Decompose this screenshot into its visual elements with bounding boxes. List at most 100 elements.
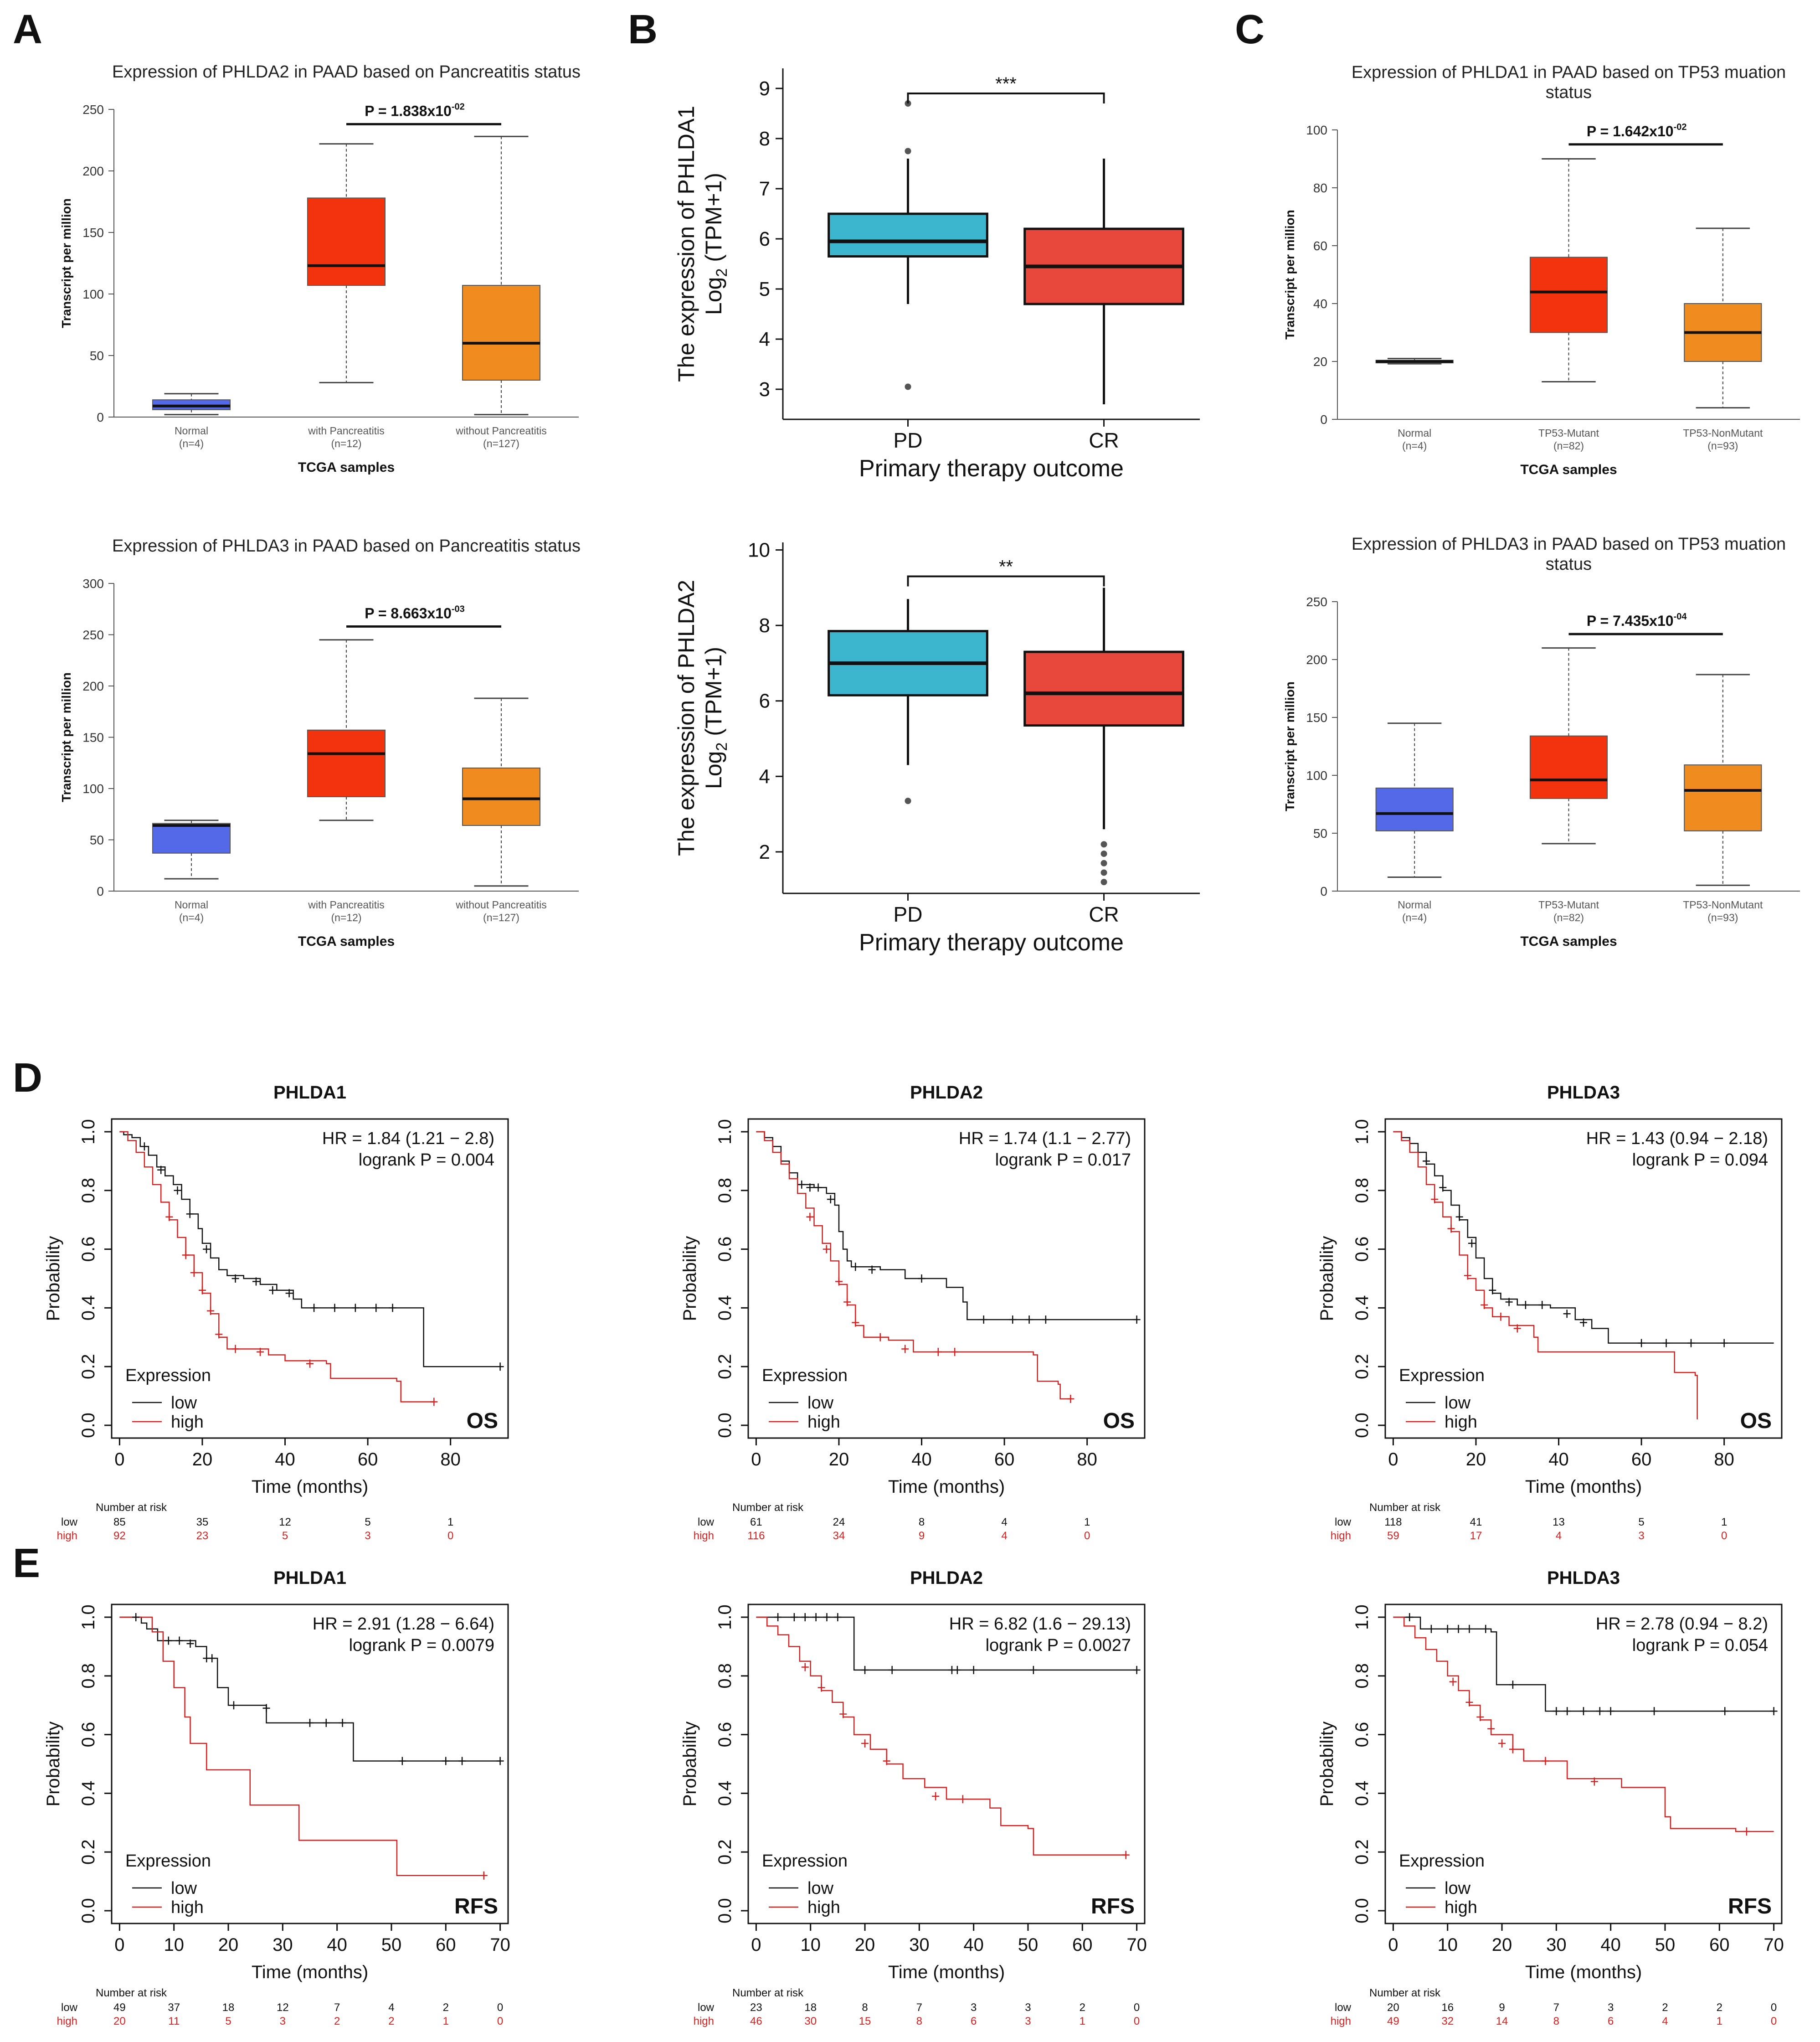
risk-count-high: 30 xyxy=(804,2015,817,2027)
censor-mark-low xyxy=(806,1183,814,1192)
censor-mark-low xyxy=(790,1613,798,1621)
pvalue-label: P = 7.435x10-04 xyxy=(1587,612,1687,629)
risk-count-high: 4 xyxy=(1556,1530,1562,1542)
censor-mark-low xyxy=(231,1274,239,1283)
risk-table-title: Number at risk xyxy=(732,1501,804,1514)
y-tick-label: 200 xyxy=(82,679,104,693)
risk-row-label-low: low xyxy=(61,1516,78,1528)
endpoint-label: OS xyxy=(1103,1409,1135,1433)
censor-mark-low xyxy=(140,1142,148,1151)
censor-mark-high xyxy=(215,1330,223,1339)
censor-mark-high xyxy=(839,1710,847,1718)
risk-count-high: 34 xyxy=(833,1530,845,1542)
x-tick-count: (n=4) xyxy=(179,912,204,923)
box-normal xyxy=(1375,787,1454,831)
logrank-p: logrank P = 0.0027 xyxy=(986,1636,1131,1655)
x-tick-count: (n=127) xyxy=(483,438,519,449)
x-tick-label: 60 xyxy=(436,1935,456,1955)
risk-count-high: 3 xyxy=(1638,1530,1644,1542)
legend-title: Expression xyxy=(762,1851,848,1871)
curve-high xyxy=(756,1616,1126,1856)
censor-mark-high xyxy=(817,1683,825,1692)
y-axis-label-unit: Log2 (TPM+1) xyxy=(701,173,730,315)
risk-count-high: 23 xyxy=(196,1530,209,1542)
risk-row-label-low: low xyxy=(698,2001,715,2014)
legend-label-high: high xyxy=(1445,1413,1477,1432)
risk-row-label-low: low xyxy=(698,1516,715,1528)
x-tick-label: 20 xyxy=(218,1935,239,1955)
pvalue-exponent: -03 xyxy=(452,604,465,614)
risk-count-low: 85 xyxy=(113,1516,126,1528)
y-tick-label: 200 xyxy=(1306,653,1327,667)
box-tp53-mutant xyxy=(1529,257,1608,333)
risk-table-title: Number at risk xyxy=(732,1987,804,1999)
censor-mark-low xyxy=(774,1613,782,1621)
censor-mark-high xyxy=(1067,1395,1075,1403)
y-tick-label: 10 xyxy=(748,539,770,562)
chart-title: Expression of PHLDA1 in PAAD based on TP… xyxy=(1352,63,1786,82)
x-tick-label: 80 xyxy=(440,1449,461,1470)
risk-table-title: Number at risk xyxy=(1369,1501,1441,1514)
risk-count-low: 18 xyxy=(804,2001,817,2014)
plot-frame xyxy=(747,1118,1146,1439)
censor-mark-high xyxy=(823,1245,830,1253)
censor-mark-low xyxy=(252,1277,260,1286)
risk-count-low: 1 xyxy=(1084,1516,1090,1528)
risk-count-low: 3 xyxy=(971,2001,977,2014)
x-tick-label: 50 xyxy=(1655,1935,1676,1955)
censor-mark-low xyxy=(1580,1707,1587,1716)
y-tick-label: 0 xyxy=(1320,413,1327,427)
y-axis-label: Probability xyxy=(1317,1236,1337,1321)
risk-count-low: 4 xyxy=(1001,1516,1007,1528)
y-tick-label: 150 xyxy=(1306,711,1327,725)
censor-mark-low xyxy=(1538,1300,1546,1309)
risk-count-low: 18 xyxy=(222,2001,235,2014)
censor-mark-high xyxy=(1513,1324,1521,1333)
curve-high xyxy=(1393,1131,1698,1420)
panel-letter-a: A xyxy=(13,7,42,52)
censor-mark-high xyxy=(1464,1271,1471,1280)
y-tick-label: 0.0 xyxy=(715,1898,735,1923)
x-tick-label: Normal xyxy=(175,899,208,911)
km-title: PHLDA1 xyxy=(273,1568,346,1588)
risk-count-high: 46 xyxy=(750,2015,762,2027)
censor-mark-high xyxy=(1465,1698,1473,1707)
x-axis-label: TCGA samples xyxy=(1520,934,1617,949)
legend-title: Expression xyxy=(125,1851,211,1871)
risk-count-low: 5 xyxy=(1638,1516,1644,1528)
risk-count-high: 0 xyxy=(1721,1530,1727,1542)
x-axis-label: Time (months) xyxy=(1525,1962,1642,1982)
risk-count-high: 1 xyxy=(1717,2015,1722,2027)
risk-table-title: Number at risk xyxy=(1369,1987,1441,1999)
hazard-ratio: HR = 2.78 (0.94 − 8.2) xyxy=(1596,1614,1768,1634)
y-axis-label: Probability xyxy=(43,1722,63,1807)
censor-mark-low xyxy=(269,1286,277,1294)
x-tick-label: 0 xyxy=(751,1935,761,1955)
x-tick-label: CR xyxy=(1089,902,1119,926)
censor-mark-low xyxy=(1687,1339,1695,1347)
x-tick-label: with Pancreatitis xyxy=(308,899,384,911)
censor-mark-high xyxy=(1509,1745,1517,1753)
y-tick-label: 0.2 xyxy=(715,1354,735,1379)
x-tick-label: 80 xyxy=(1714,1449,1734,1470)
censor-mark-low xyxy=(1720,1339,1728,1347)
x-tick-label: 60 xyxy=(1709,1935,1730,1955)
x-tick-count: (n=82) xyxy=(1553,440,1584,452)
censor-mark-low xyxy=(1133,1315,1141,1324)
censor-mark-low xyxy=(953,1666,961,1674)
x-tick-count: (n=4) xyxy=(1402,440,1427,452)
x-tick-label: Normal xyxy=(1398,899,1431,911)
y-label-tail: (TPM+1) xyxy=(701,647,726,743)
pvalue-label: P = 1.642x10-02 xyxy=(1587,122,1687,139)
endpoint-label: OS xyxy=(1740,1409,1772,1433)
risk-count-low: 49 xyxy=(113,2001,126,2014)
significance-label: *** xyxy=(995,74,1017,94)
censor-mark-high xyxy=(430,1397,438,1406)
y-label-sub: 2 xyxy=(713,268,730,277)
censor-mark-high xyxy=(190,1269,198,1277)
censor-mark-low xyxy=(1638,1339,1645,1347)
y-tick-label: 7 xyxy=(759,178,770,200)
risk-count-high: 0 xyxy=(497,2015,503,2027)
censor-mark-low xyxy=(1563,1707,1571,1716)
x-tick-label: 60 xyxy=(1072,1935,1093,1955)
